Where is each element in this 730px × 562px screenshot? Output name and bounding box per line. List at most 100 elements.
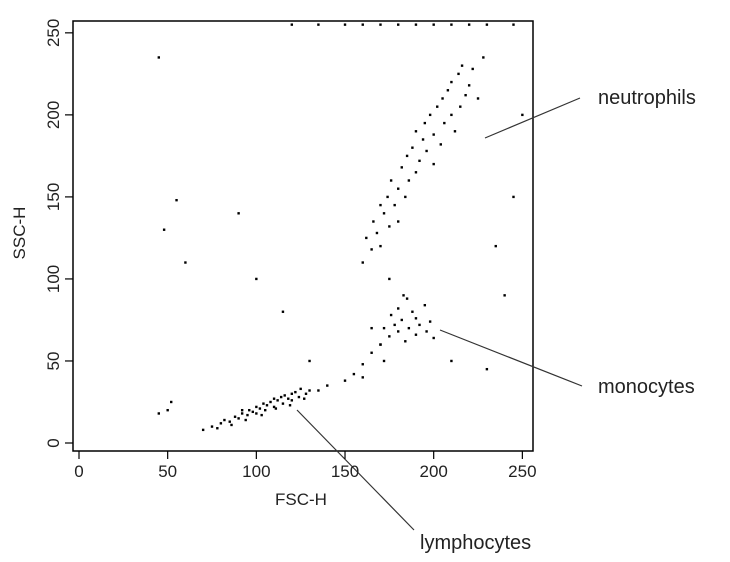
point: [237, 212, 240, 215]
point: [361, 376, 364, 379]
point: [407, 179, 411, 182]
point: [223, 418, 226, 422]
point: [418, 323, 421, 327]
point: [450, 359, 453, 363]
point: [414, 317, 418, 320]
point: [326, 384, 329, 387]
point: [274, 407, 278, 410]
point: [382, 326, 386, 330]
point: [397, 330, 400, 333]
point: [402, 294, 405, 297]
point: [467, 84, 471, 87]
point: [290, 399, 294, 402]
point: [397, 187, 400, 190]
point: [287, 397, 290, 400]
point: [450, 113, 453, 117]
point: [219, 422, 223, 425]
point: [432, 336, 435, 340]
point: [264, 408, 267, 412]
point: [317, 389, 320, 392]
point: [476, 97, 480, 100]
annotation: neutrophils: [598, 87, 696, 109]
point: [485, 23, 489, 26]
point: [255, 277, 258, 281]
point: [432, 133, 435, 136]
point: [279, 395, 283, 399]
point: [407, 326, 411, 330]
point: [265, 404, 269, 407]
point: [272, 397, 276, 400]
point: [290, 392, 294, 395]
point: [157, 412, 161, 415]
point: [460, 64, 464, 67]
point: [388, 335, 391, 338]
point: [233, 415, 237, 418]
point: [428, 320, 432, 323]
point: [258, 407, 262, 410]
point: [375, 231, 379, 235]
point: [389, 313, 393, 317]
point: [248, 408, 251, 412]
point: [379, 244, 382, 248]
point: [457, 72, 460, 76]
point: [397, 220, 400, 223]
point: [262, 402, 265, 405]
point: [288, 404, 292, 407]
point: [303, 397, 306, 400]
y-tick-label: 0: [44, 438, 63, 447]
point: [361, 23, 364, 26]
point: [251, 410, 254, 414]
point: [521, 113, 524, 117]
point: [294, 390, 297, 394]
leader-line: [439, 329, 583, 387]
y-tick-label: 200: [44, 101, 63, 129]
point: [503, 294, 506, 297]
point: [425, 330, 428, 333]
point: [388, 277, 391, 281]
point: [393, 203, 396, 207]
point: [361, 261, 364, 264]
point: [459, 105, 462, 108]
point: [299, 387, 302, 391]
point: [255, 405, 258, 409]
y-tick-label: 150: [44, 183, 63, 211]
point: [405, 297, 409, 300]
point: [400, 318, 403, 322]
point: [283, 394, 286, 397]
point: [421, 138, 425, 141]
point: [414, 333, 418, 336]
point: [382, 359, 386, 363]
point: [432, 23, 435, 26]
x-tick-label: 100: [242, 462, 270, 481]
point: [471, 67, 474, 71]
point: [405, 154, 409, 158]
point: [370, 351, 373, 354]
point: [240, 412, 244, 415]
point: [382, 212, 386, 215]
y-tick-label: 50: [44, 352, 63, 371]
point: [170, 400, 173, 404]
point: [304, 392, 308, 395]
point: [418, 159, 421, 163]
point: [453, 130, 457, 133]
point: [414, 23, 418, 26]
point: [162, 228, 166, 231]
point: [404, 195, 407, 199]
annotation: monocytes: [598, 376, 695, 398]
point: [512, 23, 515, 26]
leader-line: [296, 409, 415, 531]
point: [379, 343, 382, 346]
point: [436, 105, 439, 108]
point: [397, 23, 400, 26]
point: [260, 413, 263, 417]
point: [297, 395, 301, 399]
point: [255, 412, 258, 415]
point: [237, 417, 240, 420]
point: [450, 23, 453, 26]
x-tick-label: 0: [74, 462, 83, 481]
plot-frame: [72, 20, 534, 452]
point: [450, 80, 453, 84]
point: [485, 367, 489, 371]
point: [389, 179, 393, 182]
